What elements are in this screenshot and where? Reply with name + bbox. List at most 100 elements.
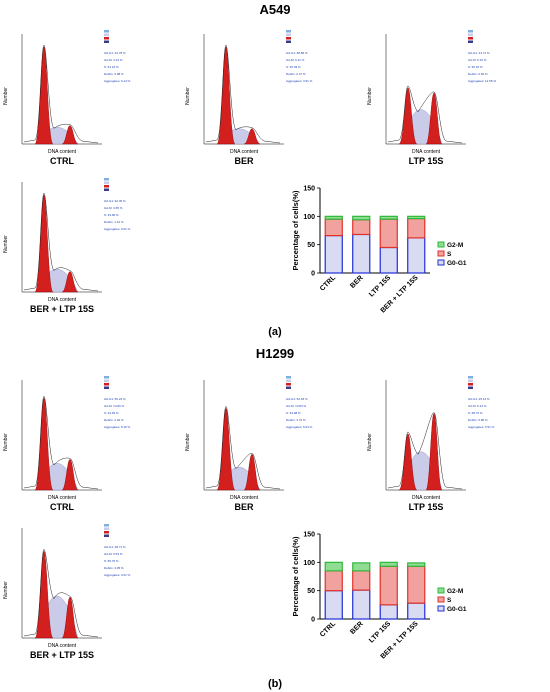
category-label: LTP 15S xyxy=(368,274,392,298)
category-label: CTRL xyxy=(319,620,338,639)
y-tick-label: 150 xyxy=(303,532,315,539)
histogram-stat: G2-M: 4.12 % xyxy=(104,58,123,62)
section-title-h1299: H1299 xyxy=(255,346,295,361)
legend-swatch xyxy=(104,524,109,527)
legend-swatch xyxy=(286,30,291,33)
histogram-stat: G2-M: 14.83 % xyxy=(104,404,125,408)
legend-swatch xyxy=(104,185,109,188)
dna-histogram: Number DNA content G0-G1: 44.78 % G2-M: 4.1… xyxy=(3,30,131,155)
bar-segment-g0-g1 xyxy=(324,590,343,620)
legend-label: G2-M xyxy=(447,242,463,249)
legend-swatch xyxy=(468,33,473,36)
histogram-stat: S: 25.03 % xyxy=(286,65,301,69)
histogram-stat: S: 51.10 % xyxy=(104,65,119,69)
histogram-panel: Number DNA content G0-G1: 52.18 % G2-M: 13.… xyxy=(184,372,364,520)
g2m-peak xyxy=(243,454,261,491)
bar-segment-s xyxy=(407,565,426,604)
x-axis-label: DNA content xyxy=(412,149,441,155)
legend-swatch xyxy=(437,587,445,594)
histogram-trace xyxy=(23,44,99,144)
x-axis-label: DNA content xyxy=(412,495,441,501)
legend-label: S xyxy=(447,251,452,258)
legend-swatch xyxy=(468,376,473,379)
legend-swatch xyxy=(286,40,291,43)
dna-histogram: Number DNA content G0-G1: 68.86 % G2-M: 6.1… xyxy=(185,30,313,155)
histogram-label: CTRL xyxy=(50,502,74,512)
histogram-label: BER + LTP 15S xyxy=(30,650,94,660)
legend-swatch xyxy=(437,259,445,266)
section-title-a549: A549 xyxy=(259,2,291,17)
bar-segment-g0-g1 xyxy=(407,237,426,274)
histogram-trace xyxy=(23,395,99,490)
histogram-stat: Debris: 1.12 % xyxy=(104,220,124,224)
g0g1-peak xyxy=(34,397,54,491)
g2m-peak xyxy=(425,413,443,491)
legend-swatch xyxy=(104,30,109,33)
legend-swatch xyxy=(104,178,109,181)
histogram-panel: Number DNA content G0-G1: 28.71 % G2-M: 5.5… xyxy=(2,520,182,668)
legend-swatch xyxy=(286,37,291,40)
legend-swatch xyxy=(286,379,291,382)
g0g1-peak xyxy=(398,433,418,491)
legend-swatch xyxy=(104,188,109,191)
histogram-stat: S: 34.93 % xyxy=(104,411,119,415)
bar-segment-s xyxy=(352,570,371,591)
legend-label: G2-M xyxy=(447,588,463,595)
bar-segment-s xyxy=(352,219,371,236)
histogram-stat: Debris: 0.47 % xyxy=(286,72,306,76)
bar-segment-g0-g1 xyxy=(379,604,398,620)
g2m-peak xyxy=(61,459,79,491)
histogram-label: LTP 15S xyxy=(408,156,444,166)
dna-histogram: Number DNA content G0-G1: 62.45 % G2-M: 3.6… xyxy=(3,178,131,303)
histogram-label: BER xyxy=(234,502,254,512)
y-axis-label: Number xyxy=(185,433,191,451)
y-axis-label: Number xyxy=(367,433,373,451)
bar-segment-g0-g1 xyxy=(379,246,398,274)
legend-swatch xyxy=(437,596,445,603)
histogram-stat: G2-M: 6.14 % xyxy=(468,404,487,408)
category-label: LTP 15S xyxy=(368,620,392,644)
x-axis-label: DNA content xyxy=(48,643,77,649)
y-tick-label: 100 xyxy=(303,214,315,221)
legend-swatch xyxy=(437,605,445,612)
bar-segment-g2-m xyxy=(407,562,426,567)
y-axis-label: Number xyxy=(367,87,373,105)
bar-segment-s xyxy=(379,218,398,249)
x-axis-label: DNA content xyxy=(230,495,259,501)
histogram-stat: G2-M: 5.15 % xyxy=(468,58,487,62)
bar-segment-s xyxy=(407,217,426,239)
legend-swatch xyxy=(104,527,109,530)
histogram-label: BER + LTP 15S xyxy=(30,304,94,314)
histogram-stat: Debris: 6.86 % xyxy=(468,418,488,422)
legend-swatch xyxy=(104,376,109,379)
legend-swatch xyxy=(104,383,109,386)
legend-swatch xyxy=(104,40,109,43)
histogram-stat: G0-G1: 44.71 % xyxy=(468,51,490,55)
histogram-panel: Number DNA content G0-G1: 44.78 % G2-M: 4.1… xyxy=(2,26,182,174)
histogram-stat: G0-G1: 50.24 % xyxy=(104,397,126,401)
figure-label-b: (b) xyxy=(267,678,283,690)
legend-swatch xyxy=(468,379,473,382)
histogram-stat: S: 50.15 % xyxy=(468,65,483,69)
bar-segment-g0-g1 xyxy=(407,602,426,620)
histogram-stat: G2-M: 5.53 % xyxy=(104,552,123,556)
bar-segment-g0-g1 xyxy=(352,233,371,274)
histogram-stat: Aggregates: 3.91 % xyxy=(286,79,313,83)
bar-segment-g2-m xyxy=(324,561,343,572)
histogram-stat: G0-G1: 44.78 % xyxy=(104,51,126,55)
histogram-stat: Debris: 0.84 % xyxy=(468,72,488,76)
histogram-stat: Aggregates: 12.58 % xyxy=(468,79,496,83)
histogram-stat: G0-G1: 62.45 % xyxy=(104,199,126,203)
histogram-panel: Number DNA content G0-G1: 68.86 % G2-M: 6.1… xyxy=(184,26,364,174)
legend-swatch xyxy=(104,386,109,389)
bar-segment-g2-m xyxy=(407,215,426,220)
y-axis-label: Percentage of cells(%) xyxy=(291,190,300,271)
histogram-panel: Number DNA content G0-G1: 50.24 % G2-M: 14.… xyxy=(2,372,182,520)
bar-segment-g0-g1 xyxy=(324,234,343,274)
histogram-trace xyxy=(205,406,281,490)
legend-swatch xyxy=(286,386,291,389)
histogram-panel: Number DNA content G0-G1: 44.71 % G2-M: 5.1… xyxy=(366,26,546,174)
legend-swatch xyxy=(104,379,109,382)
bar-segment-g2-m xyxy=(379,561,398,567)
histogram-stat: Debris: 4.05 % xyxy=(104,566,124,570)
